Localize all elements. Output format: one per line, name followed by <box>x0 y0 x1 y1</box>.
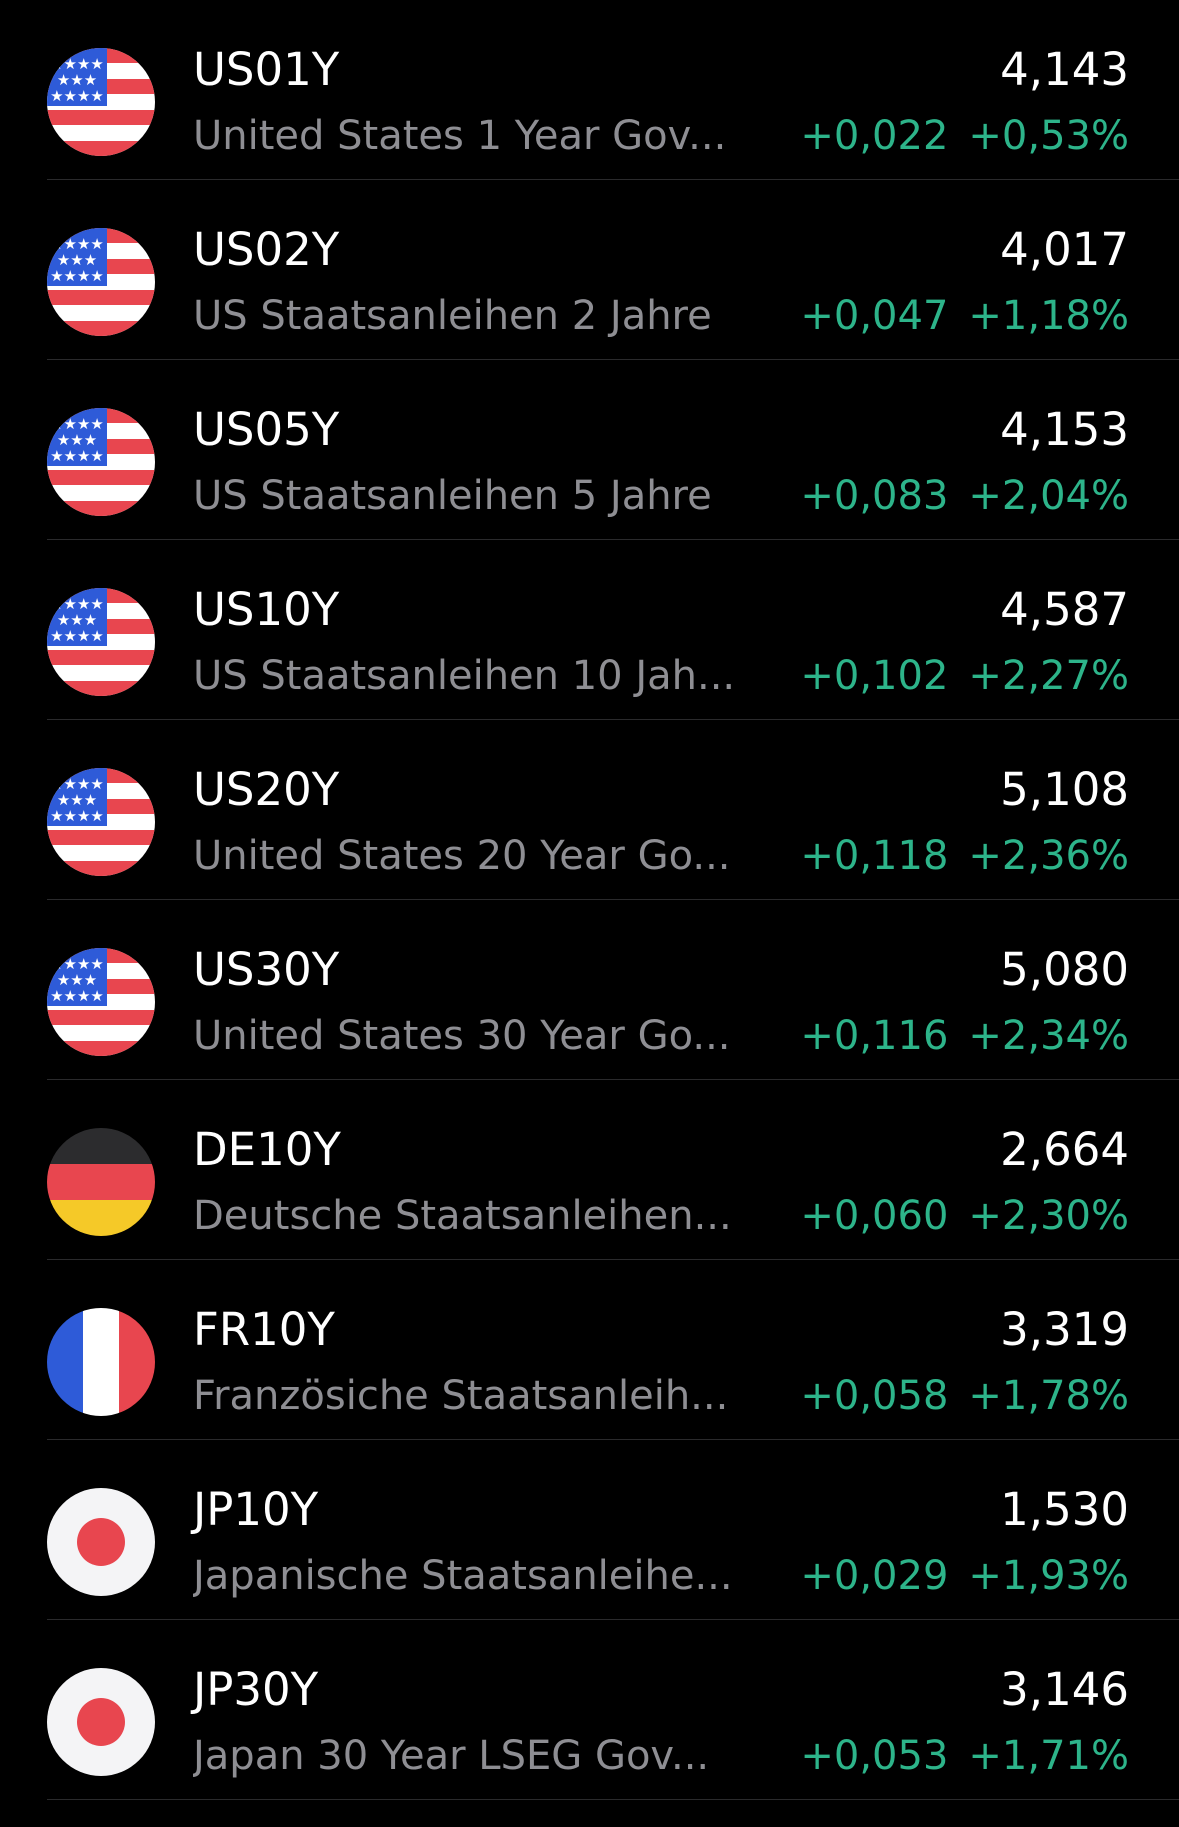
change-percent: +2,04% <box>968 473 1129 519</box>
bond-yield: 1,530 <box>1000 1483 1129 1536</box>
change-value: +0,029 <box>800 1553 949 1599</box>
change-group: +0,047 +1,18% <box>800 292 1129 340</box>
list-item[interactable]: ★★★★ ★★★ ★★★★ US01Y United States 1 Year… <box>47 0 1179 180</box>
us-flag-icon: ★★★★ ★★★ ★★★★ <box>47 768 155 876</box>
change-percent: +1,71% <box>968 1733 1129 1779</box>
bond-name: Japan 30 Year LSEG Gov... <box>193 1733 710 1779</box>
change-percent: +2,34% <box>968 1013 1129 1059</box>
us-flag-icon: ★★★★ ★★★ ★★★★ <box>47 228 155 336</box>
svg-text:★★★: ★★★ <box>57 971 97 989</box>
bond-yield: 5,108 <box>1000 763 1129 816</box>
bond-yield: 4,017 <box>1000 223 1129 276</box>
bond-symbol: US05Y <box>193 403 340 456</box>
list-item[interactable]: DE10Y Deutsche Staatsanleihen... 2,664 +… <box>47 1080 1179 1260</box>
change-group: +0,116 +2,34% <box>800 1012 1129 1060</box>
list-item[interactable]: JP30Y Japan 30 Year LSEG Gov... 3,146 +0… <box>47 1620 1179 1800</box>
change-value: +0,022 <box>800 113 949 159</box>
svg-text:★★★★: ★★★★ <box>50 987 104 1005</box>
list-item[interactable]: ★★★★ ★★★ ★★★★ US02Y US Staatsanleihen 2 … <box>47 180 1179 360</box>
change-percent: +2,36% <box>968 833 1129 879</box>
list-item[interactable]: ★★★★ ★★★ ★★★★ US10Y US Staatsanleihen 10… <box>47 540 1179 720</box>
svg-text:★★★: ★★★ <box>57 431 97 449</box>
bond-yield: 5,080 <box>1000 943 1129 996</box>
jp-flag-icon <box>47 1488 155 1596</box>
bond-symbol: DE10Y <box>193 1123 341 1176</box>
bond-yield: 3,319 <box>1000 1303 1129 1356</box>
change-value: +0,116 <box>800 1013 949 1059</box>
fr-flag-icon <box>47 1308 155 1416</box>
change-group: +0,060 +2,30% <box>800 1192 1129 1240</box>
change-value: +0,047 <box>800 293 949 339</box>
bond-name: United States 30 Year Go... <box>193 1013 731 1059</box>
de-flag-icon <box>47 1128 155 1236</box>
bond-yield: 4,587 <box>1000 583 1129 636</box>
change-group: +0,083 +2,04% <box>800 472 1129 520</box>
svg-text:★★★★: ★★★★ <box>50 267 104 285</box>
bond-yield: 4,153 <box>1000 403 1129 456</box>
change-group: +0,029 +1,93% <box>800 1552 1129 1600</box>
bond-symbol: US02Y <box>193 223 340 276</box>
bond-name: United States 20 Year Go... <box>193 833 731 879</box>
bond-symbol: JP30Y <box>193 1663 319 1716</box>
bond-symbol: JP10Y <box>193 1483 319 1536</box>
list-item[interactable]: ★★★★ ★★★ ★★★★ US30Y United States 30 Yea… <box>47 900 1179 1080</box>
change-group: +0,053 +1,71% <box>800 1732 1129 1780</box>
us-flag-icon: ★★★★ ★★★ ★★★★ <box>47 48 155 156</box>
change-percent: +1,78% <box>968 1373 1129 1419</box>
list-item[interactable]: FR10Y Französiche Staatsanleih... 3,319 … <box>47 1260 1179 1440</box>
bond-name: United States 1 Year Gov... <box>193 113 727 159</box>
us-flag-icon: ★★★★ ★★★ ★★★★ <box>47 408 155 516</box>
us-flag-icon: ★★★★ ★★★ ★★★★ <box>47 588 155 696</box>
change-percent: +1,18% <box>968 293 1129 339</box>
change-percent: +0,53% <box>968 113 1129 159</box>
change-group: +0,102 +2,27% <box>800 652 1129 700</box>
change-value: +0,118 <box>800 833 949 879</box>
bond-symbol: US30Y <box>193 943 340 996</box>
list-item[interactable]: JP10Y Japanische Staatsanleihe... 1,530 … <box>47 1440 1179 1620</box>
bond-yield: 4,143 <box>1000 43 1129 96</box>
change-value: +0,083 <box>800 473 949 519</box>
bond-yield: 2,664 <box>1000 1123 1129 1176</box>
bond-name: Französiche Staatsanleih... <box>193 1373 729 1419</box>
change-percent: +2,30% <box>968 1193 1129 1239</box>
bond-name: US Staatsanleihen 5 Jahre <box>193 473 712 519</box>
bond-symbol: US01Y <box>193 43 340 96</box>
change-group: +0,058 +1,78% <box>800 1372 1129 1420</box>
svg-text:★★★★: ★★★★ <box>50 447 104 465</box>
bond-yield: 3,146 <box>1000 1663 1129 1716</box>
change-value: +0,053 <box>800 1733 949 1779</box>
svg-text:★★★★: ★★★★ <box>50 627 104 645</box>
bond-symbol: US10Y <box>193 583 340 636</box>
change-percent: +2,27% <box>968 653 1129 699</box>
svg-text:★★★: ★★★ <box>57 791 97 809</box>
change-group: +0,022 +0,53% <box>800 112 1129 160</box>
svg-text:★★★★: ★★★★ <box>50 87 104 105</box>
bond-name: US Staatsanleihen 10 Jah... <box>193 653 736 699</box>
svg-text:★★★: ★★★ <box>57 251 97 269</box>
svg-text:★★★: ★★★ <box>57 71 97 89</box>
list-item[interactable]: ★★★★ ★★★ ★★★★ US05Y US Staatsanleihen 5 … <box>47 360 1179 540</box>
change-percent: +1,93% <box>968 1553 1129 1599</box>
bond-symbol: FR10Y <box>193 1303 335 1356</box>
bond-name: Deutsche Staatsanleihen... <box>193 1193 732 1239</box>
change-value: +0,102 <box>800 653 949 699</box>
change-value: +0,060 <box>800 1193 949 1239</box>
change-group: +0,118 +2,36% <box>800 832 1129 880</box>
svg-text:★★★: ★★★ <box>57 611 97 629</box>
bond-name: Japanische Staatsanleihe... <box>193 1553 733 1599</box>
us-flag-icon: ★★★★ ★★★ ★★★★ <box>47 948 155 1056</box>
svg-text:★★★★: ★★★★ <box>50 807 104 825</box>
bond-name: US Staatsanleihen 2 Jahre <box>193 293 712 339</box>
bond-symbol: US20Y <box>193 763 340 816</box>
list-item[interactable]: ★★★★ ★★★ ★★★★ US20Y United States 20 Yea… <box>47 720 1179 900</box>
jp-flag-icon <box>47 1668 155 1776</box>
change-value: +0,058 <box>800 1373 949 1419</box>
